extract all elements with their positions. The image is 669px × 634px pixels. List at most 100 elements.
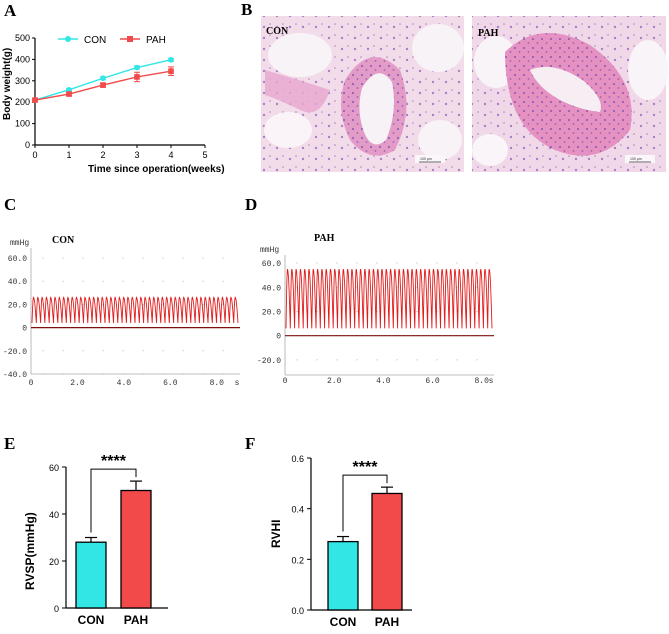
a-point-pah [168,68,174,74]
histology-pah-scale-label: 100 μm [630,157,642,161]
d-xtick-label: 4.0 [376,377,391,386]
histology-panel: 100 μm CON 100 μm PAH [261,16,668,172]
f-ytick-label: 0.2 [291,555,304,565]
f-bar-con [327,540,359,611]
con-pressure-trace: CON mmHg 60.0 40.0 20.0 0 -20.0 -40.0 0 2.0 4.0… [3,235,240,388]
c-grid-dot [222,350,224,352]
d-grid-dot [396,262,398,264]
c-grid-dot [42,257,44,259]
c-grid-dot [122,257,124,259]
c-grid-dot [222,257,224,259]
f-y-axis-label: RVHI [269,520,283,548]
c-grid-dot [142,350,144,352]
d-grid-dot [296,310,298,312]
d-grid-dot [396,359,398,361]
c-grid-dot [62,257,64,259]
d-ytick-label: 40.0 [262,284,281,293]
c-ytick-label: -20.0 [3,348,27,357]
d-unit: mmHg [260,246,279,255]
d-grid-dot [436,359,438,361]
e-significance-bracket [90,468,137,533]
c-xtick-label: 4.0 [117,379,132,388]
panel-label-e: E [4,434,16,453]
c-grid-dot [102,280,104,282]
c-grid-dot [182,350,184,352]
d-grid-dot [336,286,338,288]
c-grid-dot [122,350,124,352]
c-xunit-label: s [235,379,240,388]
histology-image-con: 100 μm CON [261,16,464,172]
c-grid-dot [82,350,84,352]
a-xtick-label: 1 [66,150,71,160]
c-grid-dot [222,373,224,375]
a-x-axis-label: Time since operation(weeks) [88,164,225,175]
a-point-con [168,57,174,63]
e-ytick-label: 20 [49,557,59,567]
a-ytick-label: 300 [15,76,30,86]
d-xtick-label: 8.0 [475,377,490,386]
c-grid-dot [42,373,44,375]
a-xtick-label: 5 [202,150,207,160]
e-category-label: PAH [124,613,148,627]
c-grid-dot [162,280,164,282]
c-unit: mmHg [10,239,29,248]
histology-con-scale-label: 100 μm [420,157,432,161]
d-grid-dot [356,310,358,312]
c-grid-dot [82,303,84,305]
c-grid-dot [62,280,64,282]
c-grid-dot [62,373,64,375]
d-grid-dot [416,310,418,312]
c-grid-dot [42,280,44,282]
d-grid-dot [456,286,458,288]
d-grid-dot [476,310,478,312]
d-xtick-label: 6.0 [425,377,440,386]
a-point-pah [32,97,38,103]
f-bar-pah [371,492,403,611]
histology-con-label: CON [266,26,289,37]
d-xtick-label: 0 [283,377,288,386]
a-point-con [66,86,72,93]
f-significance: **** [353,459,379,476]
a-xtick-label: 0 [32,150,37,160]
a-ytick-label: 100 [15,119,30,129]
d-ytick-label: -20.0 [257,357,281,366]
c-grid-dot [82,257,84,259]
legend-con-marker [65,36,71,42]
histology-image-pah: 100 μm PAH [472,16,668,172]
c-grid-dot [202,280,204,282]
d-ytick-label: 60.0 [262,260,281,269]
d-pressure-waveform [285,268,493,329]
d-grid-dot [296,262,298,264]
d-grid-dot [436,262,438,264]
f-significance-bracket [342,474,388,532]
e-bar-pah [120,489,152,609]
c-ytick-label: 0 [22,325,27,334]
d-grid-dot [336,262,338,264]
d-ytick-label: 0 [276,333,281,342]
f-category-label: CON [330,615,357,629]
e-ytick-label: 40 [49,510,59,520]
c-grid-dot [202,350,204,352]
a-legend: CON PAH [58,35,166,46]
c-pressure-waveform [31,296,239,324]
c-xtick-label: 6.0 [163,379,178,388]
a-y-axis-label: Body weight(g) [2,48,13,120]
a-xtick-label: 3 [134,150,139,160]
f-ytick-label: 0.0 [291,606,304,616]
c-grid-dot [182,257,184,259]
body-weight-chart: 0 100 200 300 400 500 0 1 2 3 4 5 Time since opera… [2,33,225,175]
c-grid-dot [82,373,84,375]
c-grid-dot [122,373,124,375]
c-grid-dot [142,280,144,282]
f-ytick-label: 0.4 [291,505,304,515]
a-ytick-label: 500 [15,33,30,43]
d-grid-dot [356,262,358,264]
panel-label-f: F [245,434,256,453]
d-xtick-label: 2.0 [327,377,342,386]
legend-con-label: CON [84,35,106,46]
d-title: PAH [314,233,335,244]
c-grid-dot [102,373,104,375]
c-grid-dot [142,303,144,305]
c-grid-dot [162,257,164,259]
